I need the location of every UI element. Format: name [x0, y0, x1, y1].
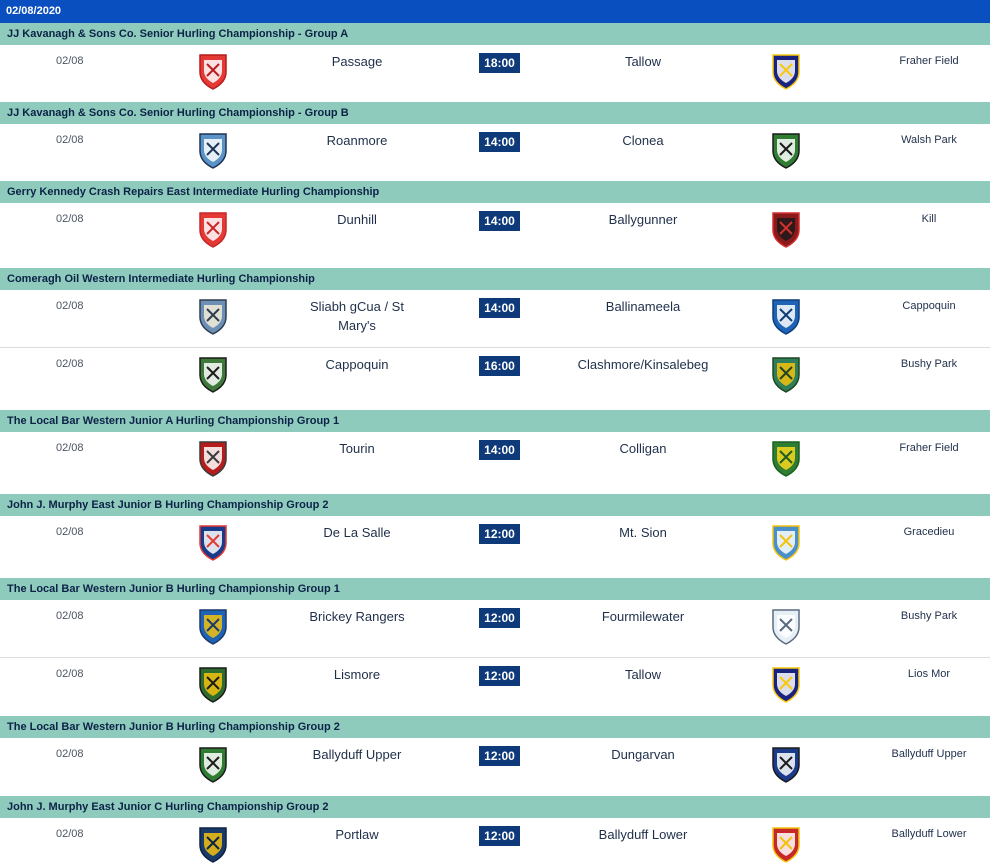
fixture-date: 02/08	[56, 213, 84, 225]
away-team-name[interactable]: Clashmore/Kinsalebeg	[577, 357, 709, 372]
ballinameela-crest-icon[interactable]	[770, 297, 802, 335]
competition-header[interactable]: John J. Murphy East Junior C Hurling Cha…	[0, 796, 990, 818]
home-team-name[interactable]: Portlaw	[335, 827, 379, 842]
fixture-venue: Ballyduff Upper	[891, 748, 967, 760]
kickoff-time-badge: 14:00	[479, 132, 520, 152]
kickoff-time-badge: 14:00	[479, 440, 520, 460]
competition-header[interactable]: Gerry Kennedy Crash Repairs East Interme…	[0, 181, 990, 203]
roanmore-crest-icon[interactable]	[197, 131, 229, 169]
tallow-crest-icon[interactable]	[770, 665, 802, 703]
portlaw-crest-icon[interactable]	[197, 825, 229, 863]
fixture-venue: Kill	[921, 213, 937, 225]
home-team-name[interactable]: Roanmore	[326, 133, 388, 148]
kickoff-time-badge: 14:00	[479, 211, 520, 231]
fixture-date: 02/08	[56, 300, 84, 312]
fixture-row[interactable]: 02/08 Tourin 14:00 Colligan Fraher Field	[0, 432, 990, 494]
lismore-crest-icon[interactable]	[197, 665, 229, 703]
kickoff-time-badge: 18:00	[479, 53, 520, 73]
fixture-row[interactable]: 02/08 Dunhill 14:00 Ballygunner Kill	[0, 203, 990, 268]
colligan-crest-icon[interactable]	[770, 439, 802, 477]
kickoff-time-badge: 12:00	[479, 524, 520, 544]
mt-sion-crest-icon[interactable]	[770, 523, 802, 561]
home-team-name[interactable]: Lismore	[333, 667, 381, 682]
fixture-date: 02/08	[56, 828, 84, 840]
fixture-date: 02/08	[56, 526, 84, 538]
fixture-date: 02/08	[56, 748, 84, 760]
away-team-name[interactable]: Ballyduff Lower	[598, 827, 688, 842]
fixture-row[interactable]: 02/08 Brickey Rangers 12:00 Fourmilewater Bu…	[0, 600, 990, 658]
fixture-row[interactable]: 02/08 Sliabh gCua / St Mary's 14:00 Ballina…	[0, 290, 990, 348]
fixture-row[interactable]: 02/08 Passage 18:00 Tallow Fraher Field	[0, 45, 990, 102]
fixture-venue: Cappoquin	[902, 300, 956, 312]
kickoff-time-badge: 12:00	[479, 826, 520, 846]
passage-crest-icon[interactable]	[197, 52, 229, 90]
competition-header[interactable]: JJ Kavanagh & Sons Co. Senior Hurling Ch…	[0, 102, 990, 124]
competition-header[interactable]: Comeragh Oil Western Intermediate Hurlin…	[0, 268, 990, 290]
home-team-name[interactable]: Tourin	[339, 441, 375, 456]
home-team-name[interactable]: Dunhill	[337, 212, 377, 227]
fixture-row[interactable]: 02/08 Ballyduff Upper 12:00 Dungarvan Ballyd…	[0, 738, 990, 796]
de-la-salle-crest-icon[interactable]	[197, 523, 229, 561]
tourin-crest-icon[interactable]	[197, 439, 229, 477]
home-team-name[interactable]: De La Salle	[323, 525, 391, 540]
home-team-name[interactable]: Ballyduff Upper	[312, 747, 402, 762]
fixture-row[interactable]: 02/08 De La Salle 12:00 Mt. Sion Gracedieu	[0, 516, 990, 578]
fixture-venue: Bushy Park	[900, 610, 958, 622]
fourmilewater-crest-icon[interactable]	[770, 607, 802, 645]
fixture-date: 02/08	[56, 610, 84, 622]
fixture-venue: Walsh Park	[901, 134, 957, 146]
competition-header[interactable]: The Local Bar Western Junior B Hurling C…	[0, 578, 990, 600]
home-team-name[interactable]: Sliabh gCua / St Mary's	[310, 299, 404, 333]
fixture-date: 02/08	[56, 134, 84, 146]
sliabh-gcua-crest-icon[interactable]	[197, 297, 229, 335]
date-header: 02/08/2020	[0, 0, 990, 23]
competition-header[interactable]: JJ Kavanagh & Sons Co. Senior Hurling Ch…	[0, 23, 990, 45]
fixture-date: 02/08	[56, 358, 84, 370]
away-team-name[interactable]: Ballinameela	[605, 299, 681, 314]
kickoff-time-badge: 16:00	[479, 356, 520, 376]
fixtures-list: JJ Kavanagh & Sons Co. Senior Hurling Ch…	[0, 23, 990, 866]
competition-header[interactable]: John J. Murphy East Junior B Hurling Cha…	[0, 494, 990, 516]
fixture-date: 02/08	[56, 55, 84, 67]
away-team-name[interactable]: Clonea	[622, 133, 664, 148]
home-team-name[interactable]: Cappoquin	[325, 357, 389, 372]
ballyduff-upper-crest-icon[interactable]	[197, 745, 229, 783]
dunhill-crest-icon[interactable]	[197, 210, 229, 248]
tallow-crest-icon[interactable]	[770, 52, 802, 90]
kickoff-time-badge: 12:00	[479, 608, 520, 628]
away-team-name[interactable]: Dungarvan	[611, 747, 675, 762]
competition-header[interactable]: The Local Bar Western Junior B Hurling C…	[0, 716, 990, 738]
away-team-name[interactable]: Mt. Sion	[619, 525, 667, 540]
kickoff-time-badge: 12:00	[479, 746, 520, 766]
fixture-row[interactable]: 02/08 Lismore 12:00 Tallow Lios Mor	[0, 658, 990, 716]
home-team-name[interactable]: Passage	[331, 54, 383, 69]
brickey-rangers-crest-icon[interactable]	[197, 607, 229, 645]
ballyduff-lower-crest-icon[interactable]	[770, 825, 802, 863]
fixture-row[interactable]: 02/08 Portlaw 12:00 Ballyduff Lower Ballyduf…	[0, 818, 990, 866]
ballygunner-crest-icon[interactable]	[770, 210, 802, 248]
fixture-venue: Ballyduff Lower	[891, 828, 967, 840]
away-team-name[interactable]: Colligan	[619, 441, 667, 456]
competition-header[interactable]: The Local Bar Western Junior A Hurling C…	[0, 410, 990, 432]
fixture-date: 02/08	[56, 442, 84, 454]
dungarvan-crest-icon[interactable]	[770, 745, 802, 783]
kickoff-time-badge: 14:00	[479, 298, 520, 318]
away-team-name[interactable]: Tallow	[624, 54, 662, 69]
fixture-venue: Gracedieu	[903, 526, 955, 538]
away-team-name[interactable]: Fourmilewater	[601, 609, 685, 624]
fixture-row[interactable]: 02/08 Roanmore 14:00 Clonea Walsh Park	[0, 124, 990, 181]
away-team-name[interactable]: Tallow	[624, 667, 662, 682]
home-team-name[interactable]: Brickey Rangers	[309, 609, 405, 624]
fixture-venue: Fraher Field	[899, 55, 959, 67]
away-team-name[interactable]: Ballygunner	[608, 212, 678, 227]
fixture-venue: Bushy Park	[900, 358, 958, 370]
fixture-venue: Lios Mor	[907, 668, 951, 680]
kickoff-time-badge: 12:00	[479, 666, 520, 686]
fixture-venue: Fraher Field	[899, 442, 959, 454]
clonea-crest-icon[interactable]	[770, 131, 802, 169]
clashmore-crest-icon[interactable]	[770, 355, 802, 393]
cappoquin-crest-icon[interactable]	[197, 355, 229, 393]
fixture-row[interactable]: 02/08 Cappoquin 16:00 Clashmore/Kinsalebeg B…	[0, 348, 990, 410]
fixture-date: 02/08	[56, 668, 84, 680]
